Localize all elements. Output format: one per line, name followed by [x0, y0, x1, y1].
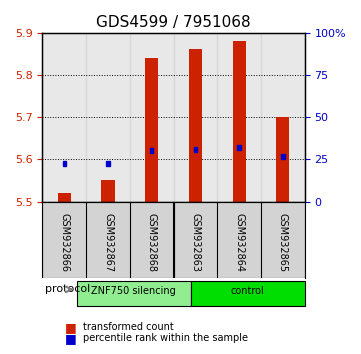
- Bar: [261, 33, 305, 201]
- Bar: [193, 147, 197, 152]
- Bar: [58, 193, 71, 201]
- Text: percentile rank within the sample: percentile rank within the sample: [83, 333, 248, 343]
- Text: ZNF750 silencing: ZNF750 silencing: [91, 286, 176, 296]
- Title: GDS4599 / 7951068: GDS4599 / 7951068: [96, 15, 251, 30]
- Bar: [217, 33, 261, 201]
- Bar: [189, 50, 202, 201]
- Bar: [101, 181, 114, 201]
- Bar: [62, 161, 66, 166]
- Bar: [106, 161, 110, 166]
- Text: ■: ■: [65, 332, 77, 344]
- Bar: [86, 33, 130, 201]
- Text: protocol: protocol: [45, 284, 90, 295]
- FancyBboxPatch shape: [77, 280, 191, 306]
- Text: GSM932868: GSM932868: [147, 213, 157, 272]
- Bar: [130, 33, 174, 201]
- Text: GSM932865: GSM932865: [278, 213, 288, 272]
- Text: GSM932864: GSM932864: [234, 213, 244, 272]
- Bar: [43, 33, 86, 201]
- FancyBboxPatch shape: [191, 280, 305, 306]
- Text: ■: ■: [65, 321, 77, 334]
- Bar: [276, 117, 290, 201]
- Bar: [232, 41, 246, 201]
- Text: GSM932863: GSM932863: [190, 213, 200, 272]
- Bar: [174, 33, 217, 201]
- Text: GSM932866: GSM932866: [59, 213, 69, 272]
- Bar: [281, 154, 284, 159]
- Text: control: control: [231, 286, 265, 296]
- Bar: [145, 58, 158, 201]
- Bar: [238, 145, 241, 150]
- Text: transformed count: transformed count: [83, 322, 174, 332]
- Text: GSM932867: GSM932867: [103, 213, 113, 272]
- Bar: [150, 148, 153, 153]
